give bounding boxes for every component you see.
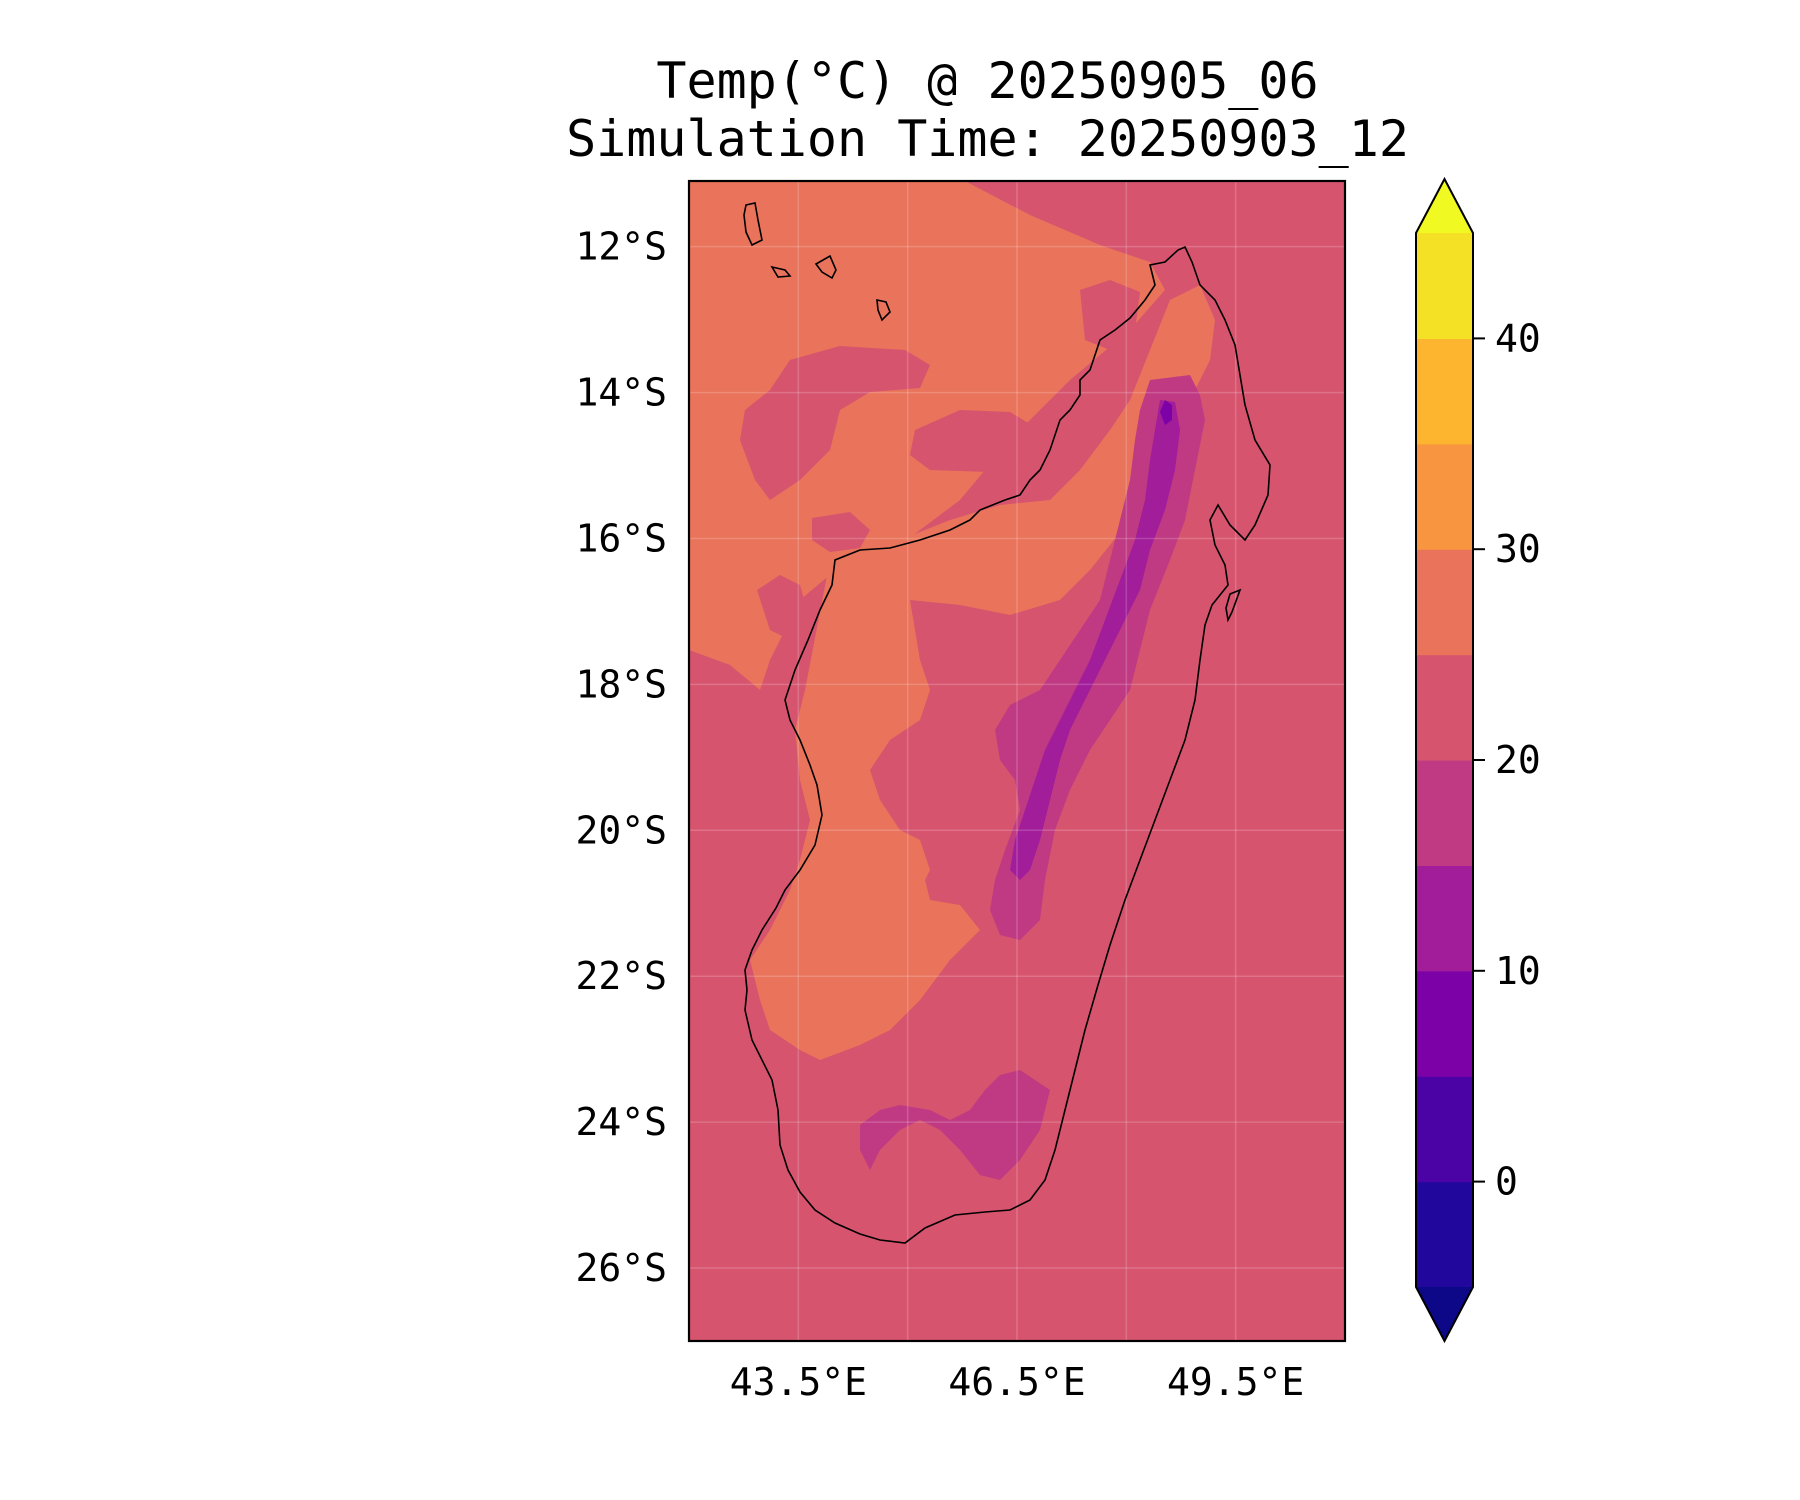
x-axis-labels: 43.5°E 46.5°E 49.5°E	[730, 1360, 1305, 1404]
colorbar-tick-label: 20	[1495, 738, 1541, 782]
y-tick-label: 14°S	[575, 371, 667, 415]
madagascar-outline	[744, 245, 1271, 1244]
colorbar-segment	[1416, 970, 1473, 1077]
y-tick-label: 12°S	[575, 225, 667, 269]
colorbar-over-arrow	[1416, 179, 1473, 233]
colorbar-segment	[1416, 443, 1473, 550]
map-frame	[687, 179, 1347, 1343]
island-outline	[876, 298, 891, 322]
sea-patch	[910, 400, 1075, 472]
sea-patch	[1080, 280, 1140, 350]
map-field	[689, 181, 1345, 1341]
colorbar-tick-label: 40	[1495, 316, 1541, 360]
island-outline	[1225, 588, 1242, 623]
coastline	[743, 202, 1271, 1244]
y-tick-label: 22°S	[575, 954, 667, 998]
y-tick-label: 24°S	[575, 1100, 667, 1144]
colorbar-tick-label: 0	[1495, 1160, 1518, 1204]
chart-subtitle: Simulation Time: 20250903_12	[566, 110, 1409, 168]
colorbar-segment	[1416, 338, 1473, 445]
colorbar-segment	[1416, 1076, 1473, 1183]
colorbar-segment	[1416, 1181, 1473, 1288]
colorbar-segment	[1416, 760, 1473, 866]
colorbar-segment	[1416, 233, 1473, 339]
colder-core	[1010, 400, 1180, 880]
colorbar-tick-label: 30	[1495, 527, 1541, 571]
sea-patch	[740, 346, 930, 500]
sea-patch	[812, 512, 870, 552]
y-tick-label: 26°S	[575, 1246, 667, 1290]
island-outline	[814, 254, 837, 280]
island-outline	[770, 265, 792, 278]
cool-region	[860, 1070, 1050, 1180]
colorbar-segment	[1416, 865, 1473, 972]
colorbar: 0 10 20 30 40	[1415, 176, 1541, 1344]
chart-title: Temp(°C) @ 20250905_06	[656, 52, 1319, 110]
x-tick-label: 43.5°E	[730, 1360, 867, 1404]
colorbar-segment	[1416, 654, 1473, 761]
y-tick-label: 20°S	[575, 808, 667, 852]
y-tick-label: 16°S	[575, 516, 667, 560]
y-axis-labels: 12°S 14°S 16°S 18°S 20°S 22°S 24°S 26°S	[575, 225, 667, 1290]
x-tick-label: 49.5°E	[1167, 1360, 1304, 1404]
colder-spot	[1160, 400, 1172, 425]
island-outline	[743, 202, 763, 247]
sea-patch	[757, 575, 810, 640]
colorbar-under-arrow	[1416, 1287, 1473, 1341]
x-tick-label: 46.5°E	[948, 1360, 1085, 1404]
y-tick-label: 18°S	[575, 662, 667, 706]
colorbar-tick-label: 10	[1495, 949, 1541, 993]
colorbar-outline	[1415, 176, 1474, 1344]
colorbar-segment	[1416, 549, 1473, 656]
